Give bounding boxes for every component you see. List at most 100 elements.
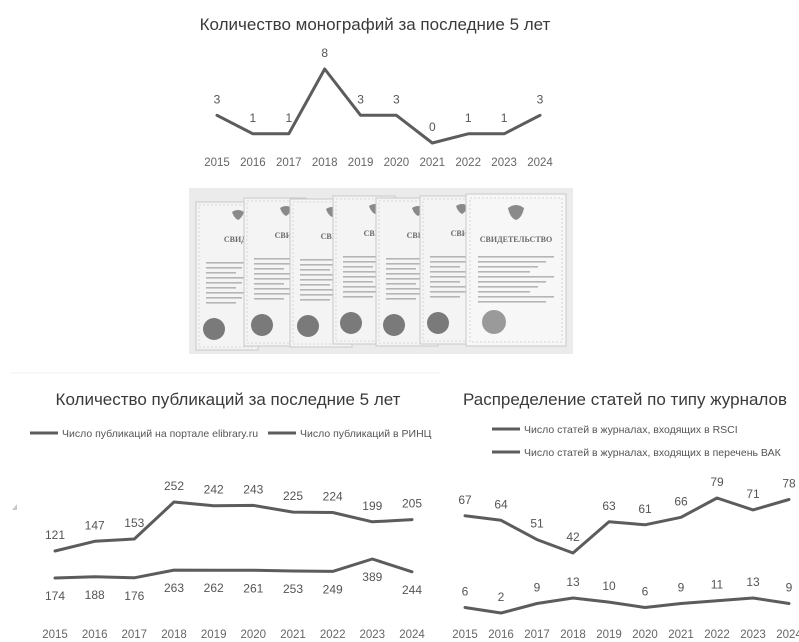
- journals-x-tick-label: 2022: [704, 629, 730, 641]
- publications-legend-label: Число публикаций в РИНЦ: [300, 428, 432, 440]
- certificate-text-line: [478, 301, 546, 303]
- certificate-text-line: [300, 294, 336, 296]
- monographs-series-1-data-label: 3: [214, 92, 221, 106]
- emblem-icon: [232, 210, 244, 220]
- publications-series-1-data-label: 188: [85, 588, 105, 602]
- emblem-icon: [280, 206, 292, 216]
- certificate-heading: СВИДЕ: [224, 235, 252, 244]
- publications-series-1-data-label: 253: [283, 582, 303, 596]
- certificate-text-line: [206, 292, 248, 294]
- seal-icon: [203, 318, 225, 340]
- publications-series-2-data-label: 153: [124, 516, 144, 530]
- certificate-text-line: [206, 277, 248, 279]
- publications-chart: Количество публикаций за последние 5 лет…: [30, 390, 432, 641]
- journals-x-tick-label: 2017: [524, 629, 550, 641]
- publications-series-1-data-label: 261: [243, 581, 263, 595]
- certificate-border: [198, 204, 256, 348]
- monographs-series-1-data-label: 1: [501, 111, 508, 125]
- monographs-x-tick-label: 2022: [455, 157, 481, 169]
- journals-x-tick-label: 2021: [668, 629, 694, 641]
- journals-x-tick-label: 2015: [452, 629, 478, 641]
- publications-x-tick-label: 2019: [201, 629, 227, 641]
- monographs-series-1-data-label: 1: [465, 111, 472, 125]
- certificate-text-line: [343, 261, 379, 263]
- certificate-text-line: [206, 282, 242, 284]
- publications-series-1-data-label: 176: [124, 589, 144, 603]
- journals-x-tick-label: 2020: [632, 629, 658, 641]
- certificate-border: [469, 197, 563, 343]
- certificate-text-line: [430, 256, 472, 258]
- monographs-series-1-line: [215, 67, 542, 145]
- journals-x-tick-label: 2024: [776, 629, 799, 641]
- journals-x-tick-label: 2019: [596, 629, 622, 641]
- publications-legend-label: Число публикаций на портале elibrary.ru: [62, 428, 258, 440]
- certificate-text-line: [386, 283, 416, 285]
- monographs-x-tick-label: 2017: [276, 157, 302, 169]
- certificate-text-line: [343, 291, 379, 293]
- monographs-x-tick-label: 2021: [420, 157, 446, 169]
- certificate-text-line: [206, 262, 248, 264]
- seal-icon: [482, 310, 506, 334]
- certificate-text-line: [343, 276, 379, 278]
- journals-legend-label: Число статей в журналах, входящих в RSCI: [524, 424, 738, 436]
- certificate-text-line: [254, 273, 296, 275]
- publications-x-tick-label: 2015: [42, 629, 68, 641]
- certificate-text-line: [478, 291, 530, 293]
- seal-icon: [340, 312, 362, 334]
- journals-x-tick-label: 2018: [560, 629, 586, 641]
- certificate-text-line: [206, 302, 236, 304]
- certificate-text-line: [254, 288, 296, 290]
- journals-series-2-line: [463, 496, 791, 555]
- certificate-text-line: [430, 286, 472, 288]
- certificate-text-line: [300, 279, 336, 281]
- certificate-heading: СВИД: [321, 232, 344, 241]
- monographs-x-tick-label: 2018: [312, 157, 338, 169]
- certificate-text-line: [254, 268, 284, 270]
- journals-legend-label: Число статей в журналах, входящих в пере…: [524, 447, 782, 459]
- monographs-x-tick-label: 2015: [204, 157, 230, 169]
- journals-series-1-data-label: 6: [462, 585, 469, 599]
- seal-icon: [427, 312, 449, 334]
- monographs-x-tick-label: 2016: [240, 157, 266, 169]
- certificate-text-line: [343, 296, 373, 298]
- certificate-border: [335, 198, 393, 342]
- certificate-text-line: [206, 267, 242, 269]
- journals-series-1-data-label: 11: [711, 578, 724, 592]
- certificate-text-line: [343, 286, 385, 288]
- certificate-text-line: [430, 296, 460, 298]
- certificate-text-line: [430, 276, 466, 278]
- monographs-x-tick-label: 2024: [527, 157, 553, 169]
- certificate-text-line: [254, 283, 284, 285]
- certificate-text-line: [300, 274, 342, 276]
- journals-series-2-data-label: 61: [638, 502, 652, 516]
- journals-series-2-data-label: 66: [674, 494, 688, 508]
- certificate-text-line: [478, 286, 538, 288]
- certificate-text-line: [300, 289, 342, 291]
- journals-series-1-data-label: 9: [786, 581, 793, 595]
- resize-grip-icon: [12, 504, 17, 510]
- publications-series-2-data-label: 243: [243, 482, 263, 496]
- certificate-text-line: [386, 298, 416, 300]
- publications-series-2-data-label: 147: [85, 518, 105, 532]
- journals-series-2-data-label: 67: [458, 493, 472, 507]
- journals-series-1-data-label: 13: [566, 575, 580, 589]
- certificate-text-line: [300, 269, 330, 271]
- monographs-chart: Количество монографий за последние 5 лет…: [200, 15, 554, 169]
- publications-series-2-data-label: 252: [164, 479, 184, 493]
- journals-series-2-data-label: 63: [602, 499, 616, 513]
- monographs-series-1-data-label: 1: [250, 111, 257, 125]
- journals-series-2-data-label: 71: [746, 487, 760, 501]
- monographs-x-tick-label: 2023: [491, 157, 517, 169]
- monographs-series-1-data-label: 3: [537, 92, 544, 106]
- journals-series-1-line: [463, 596, 791, 615]
- seal-icon: [383, 314, 405, 336]
- publications-series-1-line: [53, 557, 414, 580]
- monographs-series-1-data-label: 3: [393, 92, 400, 106]
- monographs-x-tick-label: 2019: [348, 157, 374, 169]
- certificate-heading: СВИД: [451, 229, 474, 238]
- certificate-text-line: [343, 266, 373, 268]
- journals-series-1-data-label: 10: [602, 579, 616, 593]
- certificate-heading: СВИДЕТЕЛЬСТВО: [480, 235, 552, 244]
- certificate-text-line: [300, 284, 330, 286]
- certificate-heading: СВИД: [275, 231, 298, 240]
